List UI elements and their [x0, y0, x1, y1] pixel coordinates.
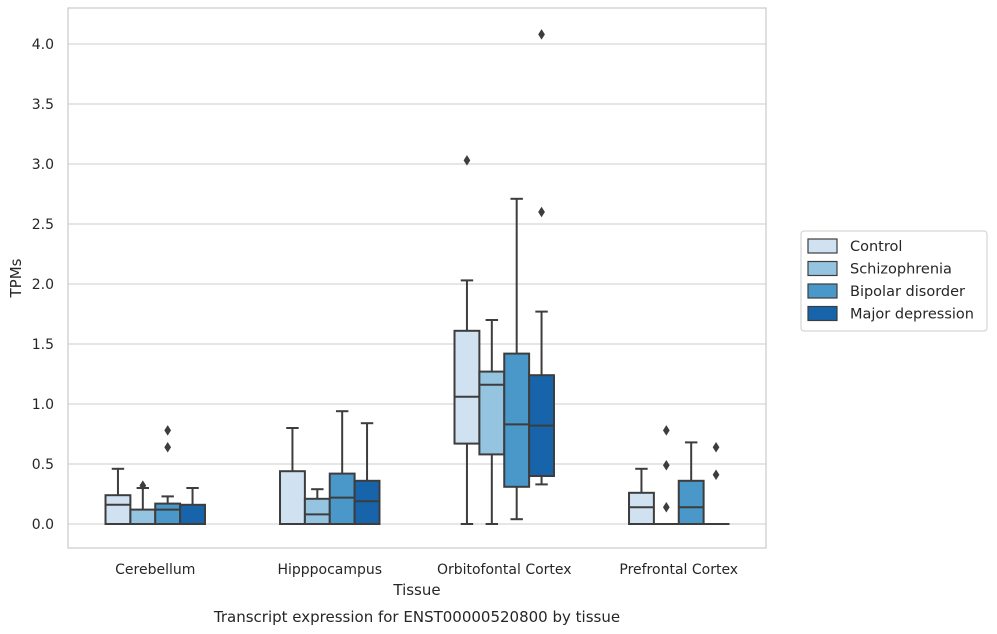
box-body: [353, 479, 381, 525]
box-0: [154, 425, 182, 526]
series-group: [129, 319, 680, 526]
x-tick-label: Cerebellum: [115, 562, 195, 578]
chart-title: Transcript expression for ENST0000052080…: [213, 608, 620, 626]
box-series: [104, 29, 730, 526]
box-0: [129, 480, 157, 526]
x-axis-label: Tissue: [392, 581, 440, 599]
box-2: [478, 319, 506, 525]
outlier-point: [538, 206, 545, 218]
legend-item: Schizophrenia: [807, 260, 952, 278]
box-body: [279, 470, 306, 526]
box-1: [303, 488, 331, 525]
box-body: [503, 352, 531, 488]
series-group: [104, 155, 655, 526]
legend: Control Schizophrenia Bipolar disorder Majo…: [800, 230, 988, 332]
box-0: [104, 467, 132, 526]
grid-lines: [68, 43, 766, 525]
series-group: [179, 29, 730, 526]
legend-swatch: [807, 283, 838, 299]
outlier-point: [662, 501, 670, 513]
outlier-point: [139, 480, 147, 491]
y-tick-label: 2.0: [32, 277, 54, 293]
x-tick-label: Orbitofontal Cortex: [437, 562, 572, 578]
legend-swatch: [807, 238, 838, 254]
legend-item: Major depression: [807, 305, 974, 323]
plot-frame: [67, 7, 767, 549]
outlier-point: [538, 29, 545, 40]
y-tick-labels: 0.0 0.5 1.0 1.5 2.0 2.5 3.0 3.5 4.0: [32, 37, 54, 533]
box-2: [453, 155, 481, 525]
y-tick-label: 1.5: [32, 337, 54, 353]
outlier-point: [712, 441, 720, 453]
x-tick-labels: Cerebellum Hipppocampus Orbitofontal Corte…: [115, 562, 738, 578]
legend-swatch: [807, 260, 838, 277]
box-body: [129, 508, 157, 526]
box-3: [702, 441, 730, 526]
box-body: [628, 491, 655, 525]
legend-label: Bipolar disorder: [850, 284, 965, 300]
legend-frame: [800, 230, 988, 332]
legend-label: Schizophrenia: [850, 262, 952, 278]
x-tick-label: Prefrontal Cortex: [619, 562, 738, 578]
y-tick-label: 0.0: [32, 517, 54, 533]
box-2: [503, 197, 531, 521]
box-body: [677, 479, 705, 525]
box-3: [628, 467, 655, 525]
y-tick-label: 0.5: [32, 457, 54, 473]
legend-label: Control: [850, 239, 902, 255]
legend-swatch: [807, 305, 838, 322]
box-3: [652, 425, 680, 526]
outlier-point: [164, 441, 172, 453]
y-axis-label: TPMs: [7, 258, 25, 298]
box-2: [528, 29, 555, 486]
box-body: [179, 503, 206, 525]
outlier-point: [712, 469, 720, 481]
legend-item: Bipolar disorder: [807, 283, 965, 300]
box-body: [303, 497, 331, 525]
y-tick-label: 2.5: [32, 217, 54, 233]
legend-label: Major depression: [850, 307, 974, 323]
box-1: [328, 410, 356, 526]
box-body: [453, 329, 481, 445]
box-3: [677, 441, 705, 525]
outlier-point: [164, 425, 172, 436]
box-body: [154, 502, 182, 526]
outlier-point: [662, 425, 670, 436]
box-body: [328, 472, 356, 526]
box-1: [353, 422, 381, 525]
outlier-point: [662, 459, 670, 471]
x-tick-label: Hipppocampus: [277, 562, 382, 578]
outlier-point: [463, 155, 471, 166]
box-0: [179, 487, 206, 525]
y-tick-label: 4.0: [32, 37, 54, 53]
series-group: [154, 197, 705, 526]
y-tick-label: 3.0: [32, 157, 54, 173]
box-body: [104, 494, 132, 526]
y-tick-label: 3.5: [32, 97, 54, 113]
y-tick-label: 1.0: [32, 397, 54, 413]
legend-item: Control: [807, 238, 902, 255]
box-1: [279, 427, 306, 526]
